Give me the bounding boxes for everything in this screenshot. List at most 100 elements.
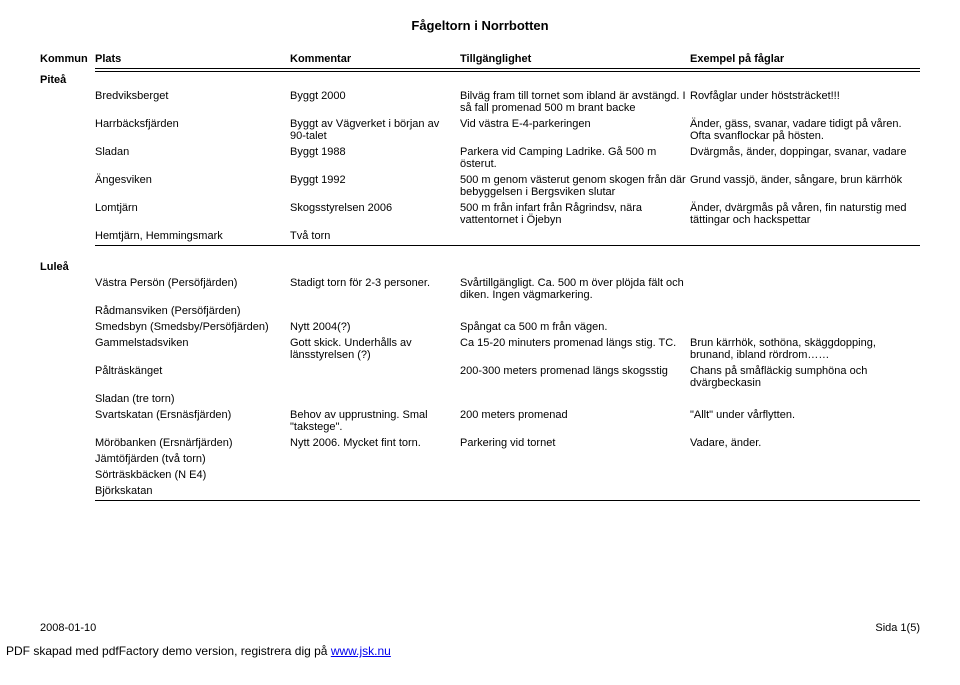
cell-kommentar — [290, 467, 460, 483]
table-row: Smedsbyn (Smedsby/Persöfjärden)Nytt 2004… — [40, 319, 920, 335]
cell-exempel — [690, 228, 920, 244]
cell-plats: Ängesviken — [95, 172, 290, 200]
cell-till: Svårtillgängligt. Ca. 500 m över plöjda … — [460, 275, 690, 303]
cell-kommentar — [290, 363, 460, 391]
kommun-cell: Piteå — [40, 72, 95, 88]
cell-till — [460, 303, 690, 319]
table-row: Björkskatan — [40, 483, 920, 499]
cell-exempel: Dvärgmås, änder, doppingar, svanar, vada… — [690, 144, 920, 172]
cell-till — [460, 467, 690, 483]
table-row: Svartskatan (Ersnäsfjärden)Behov av uppr… — [40, 407, 920, 435]
cell-exempel: Änder, dvärgmås på våren, fin naturstig … — [690, 200, 920, 228]
cell-plats: Möröbanken (Ersnärfjärden) — [95, 435, 290, 451]
cell-exempel: Änder, gäss, svanar, vadare tidigt på vå… — [690, 116, 920, 144]
col-kommun: Kommun — [40, 51, 95, 67]
table-row: Sörträskbäcken (N E4) — [40, 467, 920, 483]
cell-till: 500 m genom västerut genom skogen från d… — [460, 172, 690, 200]
cell-exempel — [690, 467, 920, 483]
cell-exempel — [690, 275, 920, 303]
cell-till: 500 m från infart från Rågrindsv, nära v… — [460, 200, 690, 228]
data-table: Kommun Plats Kommentar Tillgänglighet Ex… — [40, 51, 920, 502]
col-exempel: Exempel på fåglar — [690, 51, 920, 67]
document-title: Fågeltorn i Norrbotten — [40, 18, 920, 33]
cell-plats: Jämtöfjärden (två torn) — [95, 451, 290, 467]
cell-kommentar: Byggt 1992 — [290, 172, 460, 200]
table-row: Västra Persön (Persöfjärden)Stadigt torn… — [40, 275, 920, 303]
cell-kommentar — [290, 391, 460, 407]
cell-kommentar: Gott skick. Underhålls av länsstyrelsen … — [290, 335, 460, 363]
cell-exempel — [690, 303, 920, 319]
table-row: Rådmansviken (Persöfjärden) — [40, 303, 920, 319]
cell-exempel — [690, 391, 920, 407]
cell-kommentar — [290, 483, 460, 499]
table-row: Jämtöfjärden (två torn) — [40, 451, 920, 467]
table-row: SladanByggt 1988Parkera vid Camping Ladr… — [40, 144, 920, 172]
header-row: Kommun Plats Kommentar Tillgänglighet Ex… — [40, 51, 920, 67]
cell-kommentar — [290, 451, 460, 467]
cell-plats: Björkskatan — [95, 483, 290, 499]
cell-plats: Harrbäcksfjärden — [95, 116, 290, 144]
cell-kommentar — [290, 303, 460, 319]
cell-till: 200 meters promenad — [460, 407, 690, 435]
cell-kommentar: Två torn — [290, 228, 460, 244]
cell-exempel: Vadare, änder. — [690, 435, 920, 451]
table-row: BredviksbergetByggt 2000Bilväg fram till… — [40, 88, 920, 116]
pdf-factory-note: PDF skapad med pdfFactory demo version, … — [0, 634, 960, 668]
col-till: Tillgänglighet — [460, 51, 690, 67]
cell-plats: Lomtjärn — [95, 200, 290, 228]
cell-kommentar: Nytt 2006. Mycket fint torn. — [290, 435, 460, 451]
kommun-cell: Luleå — [40, 259, 95, 275]
cell-till: 200-300 meters promenad längs skogsstig — [460, 363, 690, 391]
cell-till — [460, 228, 690, 244]
cell-kommentar: Byggt 1988 — [290, 144, 460, 172]
cell-till: Ca 15-20 minuters promenad längs stig. T… — [460, 335, 690, 363]
cell-exempel: "Allt" under vårflytten. — [690, 407, 920, 435]
kommun-row: Luleå — [40, 259, 920, 275]
table-row: Möröbanken (Ersnärfjärden)Nytt 2006. Myc… — [40, 435, 920, 451]
footer-date: 2008-01-10 — [40, 622, 96, 634]
cell-exempel — [690, 319, 920, 335]
cell-exempel: Brun kärrhök, sothöna, skäggdopping, bru… — [690, 335, 920, 363]
cell-plats: Sörträskbäcken (N E4) — [95, 467, 290, 483]
cell-till — [460, 483, 690, 499]
cell-plats: Bredviksberget — [95, 88, 290, 116]
table-row: Hemtjärn, HemmingsmarkTvå torn — [40, 228, 920, 244]
cell-till: Spångat ca 500 m från vägen. — [460, 319, 690, 335]
table-row: LomtjärnSkogsstyrelsen 2006500 m från in… — [40, 200, 920, 228]
cell-exempel: Rovfåglar under höststräcket!!! — [690, 88, 920, 116]
footer-page: Sida 1(5) — [875, 622, 920, 634]
cell-kommentar: Byggt 2000 — [290, 88, 460, 116]
kommun-row: Piteå — [40, 72, 920, 88]
cell-kommentar: Behov av upprustning. Smal "takstege". — [290, 407, 460, 435]
cell-till: Parkera vid Camping Ladrike. Gå 500 m ös… — [460, 144, 690, 172]
cell-till — [460, 391, 690, 407]
cell-kommentar: Byggt av Vägverket i början av 90-talet — [290, 116, 460, 144]
cell-till: Vid västra E-4-parkeringen — [460, 116, 690, 144]
cell-exempel — [690, 451, 920, 467]
table-row: Pålträskänget 200-300 meters promenad län… — [40, 363, 920, 391]
cell-kommentar: Nytt 2004(?) — [290, 319, 460, 335]
table-row: GammelstadsvikenGott skick. Underhålls a… — [40, 335, 920, 363]
cell-plats: Västra Persön (Persöfjärden) — [95, 275, 290, 303]
table-row: HarrbäcksfjärdenByggt av Vägverket i bör… — [40, 116, 920, 144]
cell-plats: Hemtjärn, Hemmingsmark — [95, 228, 290, 244]
spacer-row — [40, 247, 920, 259]
cell-kommentar: Skogsstyrelsen 2006 — [290, 200, 460, 228]
col-plats: Plats — [95, 51, 290, 67]
cell-plats: Gammelstadsviken — [95, 335, 290, 363]
cell-plats: Rådmansviken (Persöfjärden) — [95, 303, 290, 319]
cell-exempel: Grund vassjö, änder, sångare, brun kärrh… — [690, 172, 920, 200]
cell-plats: Sladan (tre torn) — [95, 391, 290, 407]
table-row: ÄngesvikenByggt 1992500 m genom västerut… — [40, 172, 920, 200]
cell-till: Parkering vid tornet — [460, 435, 690, 451]
pdf-note-link[interactable]: www.jsk.nu — [331, 644, 391, 658]
table-row: Sladan (tre torn) — [40, 391, 920, 407]
cell-till — [460, 451, 690, 467]
cell-till: Bilväg fram till tornet som ibland är av… — [460, 88, 690, 116]
cell-plats: Smedsbyn (Smedsby/Persöfjärden) — [95, 319, 290, 335]
page-footer: 2008-01-10 Sida 1(5) — [0, 622, 960, 634]
cell-exempel — [690, 483, 920, 499]
cell-plats: Sladan — [95, 144, 290, 172]
cell-plats: Pålträskänget — [95, 363, 290, 391]
cell-plats: Svartskatan (Ersnäsfjärden) — [95, 407, 290, 435]
